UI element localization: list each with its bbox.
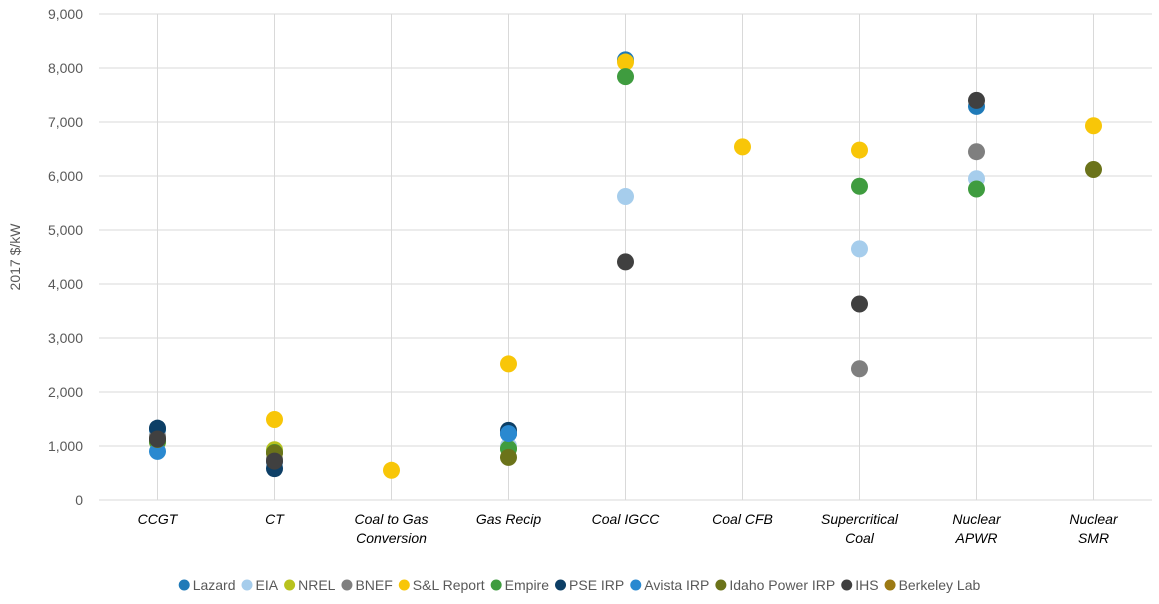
x-tick-label: Coal to Gas Conversion (355, 511, 429, 546)
legend-label: Berkeley Lab (899, 577, 981, 593)
legend-label: Avista IRP (644, 577, 709, 593)
data-point (851, 177, 868, 195)
legend-label: BNEF (355, 577, 392, 593)
data-point (617, 68, 634, 86)
data-point (851, 295, 868, 313)
legend: Lazard EIA NREL BNEF S&L Report Empire PSE IRP… (178, 577, 981, 593)
data-points (149, 51, 1102, 479)
legend-marker (884, 579, 896, 591)
legend-marker (341, 579, 353, 591)
legend-marker (178, 579, 190, 591)
legend-marker (241, 579, 253, 591)
legend-label: NREL (298, 577, 336, 593)
data-point (617, 53, 634, 71)
data-point (617, 188, 634, 206)
legend-label: Idaho Power IRP (729, 577, 835, 593)
data-point (968, 180, 985, 198)
legend-marker (630, 579, 642, 591)
y-tick-label: 2,000 (48, 384, 83, 400)
data-point (968, 143, 985, 161)
legend-marker (715, 579, 727, 591)
x-tick-label: CT (265, 511, 285, 527)
legend-label: Lazard (193, 577, 236, 593)
y-tick-label: 0 (75, 492, 83, 508)
data-point (500, 355, 517, 373)
y-tick-label: 7,000 (48, 114, 83, 130)
x-tick-label: Supercritical Coal (821, 511, 899, 546)
data-point (734, 138, 751, 156)
data-point (968, 91, 985, 109)
legend-marker (841, 579, 853, 591)
x-tick-label: Nuclear SMR (1069, 511, 1119, 546)
legend-label: PSE IRP (569, 577, 624, 593)
data-point (266, 452, 283, 470)
legend-label: EIA (256, 577, 279, 593)
x-tick-label: Nuclear APWR (952, 511, 1002, 546)
legend-label: IHS (855, 577, 878, 593)
legend-label: S&L Report (413, 577, 485, 593)
gridlines (99, 13, 1152, 501)
data-point (851, 141, 868, 159)
x-tick-label: Gas Recip (476, 511, 542, 527)
data-point (851, 240, 868, 258)
x-axis-ticks: CCGT CT Coal to Gas Conversion Gas Recip Coal… (138, 511, 1119, 546)
y-axis-ticks: 0 1,000 2,000 3,000 4,000 5,000 6,000 7,000 8,00… (48, 6, 83, 508)
y-tick-label: 9,000 (48, 6, 83, 22)
data-point (851, 360, 868, 378)
data-point (617, 253, 634, 271)
data-point (500, 425, 517, 443)
x-tick-label: Coal IGCC (592, 511, 661, 527)
legend-marker (284, 579, 296, 591)
y-tick-label: 6,000 (48, 168, 83, 184)
data-point (1085, 117, 1102, 135)
legend-marker (555, 579, 567, 591)
data-point (149, 430, 166, 448)
y-tick-label: 3,000 (48, 330, 83, 346)
data-point (266, 411, 283, 429)
y-tick-label: 4,000 (48, 276, 83, 292)
data-point (149, 442, 166, 460)
x-tick-label: Coal CFB (712, 511, 773, 527)
x-tick-label: CCGT (138, 511, 179, 527)
data-point (383, 461, 400, 479)
y-axis-label: 2017 $/kW (7, 223, 23, 291)
legend-label: Empire (505, 577, 550, 593)
y-tick-label: 1,000 (48, 438, 83, 454)
data-point (1085, 161, 1102, 179)
legend-marker (398, 579, 410, 591)
data-point (500, 448, 517, 466)
legend-marker (490, 579, 502, 591)
y-tick-label: 8,000 (48, 60, 83, 76)
y-tick-label: 5,000 (48, 222, 83, 238)
